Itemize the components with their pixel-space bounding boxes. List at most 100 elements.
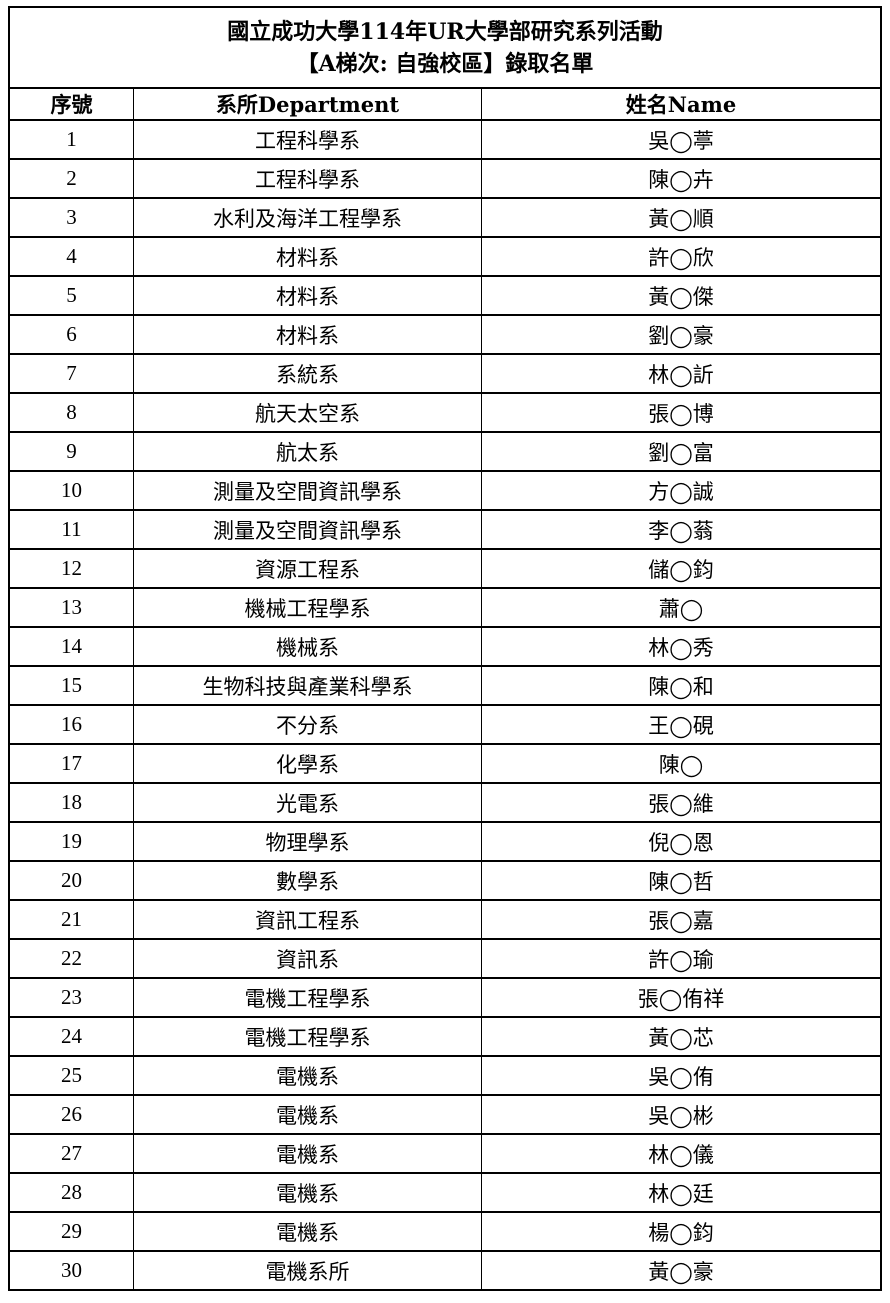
table-row: 25 電機系 吳◯侑	[10, 1055, 880, 1096]
row-department: 光電系	[133, 782, 482, 823]
row-number: 15	[10, 665, 134, 706]
table-row: 6 材料系 劉◯豪	[10, 314, 880, 355]
row-number: 25	[10, 1055, 134, 1096]
table-row: 2 工程科學系 陳◯卉	[10, 158, 880, 199]
row-number: 8	[10, 392, 134, 433]
row-number: 29	[10, 1211, 134, 1252]
table-row: 24 電機工程學系 黃◯芯	[10, 1016, 880, 1057]
row-number: 16	[10, 704, 134, 745]
row-department: 電機工程學系	[133, 1016, 482, 1057]
row-name: 吳◯侑	[481, 1055, 880, 1096]
row-number: 18	[10, 782, 134, 823]
row-name: 方◯誠	[481, 470, 880, 511]
row-department: 航太系	[133, 431, 482, 472]
row-name: 陳◯卉	[481, 158, 880, 199]
row-number: 28	[10, 1172, 134, 1213]
title-line-1: 國立成功大學114年UR大學部研究系列活動	[227, 18, 663, 45]
row-department: 航天太空系	[133, 392, 482, 433]
row-number: 24	[10, 1016, 134, 1057]
row-name: 蕭◯	[481, 587, 880, 628]
row-name: 李◯蓊	[481, 509, 880, 550]
table-row: 9 航太系 劉◯富	[10, 431, 880, 472]
row-name: 張◯維	[481, 782, 880, 823]
row-number: 14	[10, 626, 134, 667]
row-department: 機械系	[133, 626, 482, 667]
document-title: 國立成功大學114年UR大學部研究系列活動 【A梯次: 自強校區】錄取名單	[10, 8, 880, 89]
row-department: 工程科學系	[133, 158, 482, 199]
row-department: 電機系	[133, 1133, 482, 1174]
table-row: 21 資訊工程系 張◯嘉	[10, 899, 880, 940]
table-row: 30 電機系所 黃◯豪	[10, 1250, 880, 1289]
row-name: 林◯訢	[481, 353, 880, 394]
row-name: 王◯硯	[481, 704, 880, 745]
row-name: 林◯秀	[481, 626, 880, 667]
row-department: 不分系	[133, 704, 482, 745]
row-number: 22	[10, 938, 134, 979]
row-number: 10	[10, 470, 134, 511]
row-name: 黃◯順	[481, 197, 880, 238]
table-row: 22 資訊系 許◯瑜	[10, 938, 880, 979]
row-name: 楊◯鈞	[481, 1211, 880, 1252]
row-department: 材料系	[133, 314, 482, 355]
table-header-row: 序號 系所Department 姓名Name	[10, 89, 880, 121]
row-name: 張◯嘉	[481, 899, 880, 940]
row-name: 黃◯豪	[481, 1250, 880, 1289]
table-row: 16 不分系 王◯硯	[10, 704, 880, 745]
table-row: 23 電機工程學系 張◯侑祥	[10, 977, 880, 1018]
row-number: 7	[10, 353, 134, 394]
row-department: 系統系	[133, 353, 482, 394]
row-name: 許◯瑜	[481, 938, 880, 979]
row-department: 機械工程學系	[133, 587, 482, 628]
row-number: 5	[10, 275, 134, 316]
row-department: 生物科技與產業科學系	[133, 665, 482, 706]
row-number: 26	[10, 1094, 134, 1135]
table-row: 28 電機系 林◯廷	[10, 1172, 880, 1213]
table-row: 14 機械系 林◯秀	[10, 626, 880, 667]
row-department: 電機系	[133, 1094, 482, 1135]
row-department: 測量及空間資訊學系	[133, 470, 482, 511]
row-department: 電機系	[133, 1055, 482, 1096]
row-name: 倪◯恩	[481, 821, 880, 862]
row-number: 2	[10, 158, 134, 199]
admission-list-sheet: 國立成功大學114年UR大學部研究系列活動 【A梯次: 自強校區】錄取名單 序號…	[8, 6, 882, 1291]
row-number: 9	[10, 431, 134, 472]
row-department: 資訊工程系	[133, 899, 482, 940]
table-row: 7 系統系 林◯訢	[10, 353, 880, 394]
row-number: 23	[10, 977, 134, 1018]
row-department: 電機系	[133, 1211, 482, 1252]
row-department: 工程科學系	[133, 119, 482, 160]
row-department: 電機系	[133, 1172, 482, 1213]
row-number: 19	[10, 821, 134, 862]
row-name: 林◯儀	[481, 1133, 880, 1174]
row-number: 30	[10, 1250, 134, 1289]
row-department: 測量及空間資訊學系	[133, 509, 482, 550]
table-row: 17 化學系 陳◯	[10, 743, 880, 784]
header-no: 序號	[10, 89, 134, 121]
row-department: 物理學系	[133, 821, 482, 862]
table-row: 20 數學系 陳◯哲	[10, 860, 880, 901]
row-number: 12	[10, 548, 134, 589]
title-line-2: 【A梯次: 自強校區】錄取名單	[296, 50, 594, 77]
row-number: 3	[10, 197, 134, 238]
row-name: 吳◯彬	[481, 1094, 880, 1135]
row-name: 陳◯	[481, 743, 880, 784]
table-row: 13 機械工程學系 蕭◯	[10, 587, 880, 628]
row-department: 材料系	[133, 236, 482, 277]
table-row: 18 光電系 張◯維	[10, 782, 880, 823]
row-number: 27	[10, 1133, 134, 1174]
table-row: 10 測量及空間資訊學系 方◯誠	[10, 470, 880, 511]
row-department: 資源工程系	[133, 548, 482, 589]
header-name: 姓名Name	[481, 89, 880, 121]
header-department: 系所Department	[133, 89, 482, 121]
table-row: 5 材料系 黃◯傑	[10, 275, 880, 316]
table-row: 4 材料系 許◯欣	[10, 236, 880, 277]
table-row: 8 航天太空系 張◯博	[10, 392, 880, 433]
row-number: 11	[10, 509, 134, 550]
table-row: 19 物理學系 倪◯恩	[10, 821, 880, 862]
row-number: 4	[10, 236, 134, 277]
row-department: 電機工程學系	[133, 977, 482, 1018]
row-department: 數學系	[133, 860, 482, 901]
table-row: 15 生物科技與產業科學系 陳◯和	[10, 665, 880, 706]
row-number: 13	[10, 587, 134, 628]
row-number: 17	[10, 743, 134, 784]
